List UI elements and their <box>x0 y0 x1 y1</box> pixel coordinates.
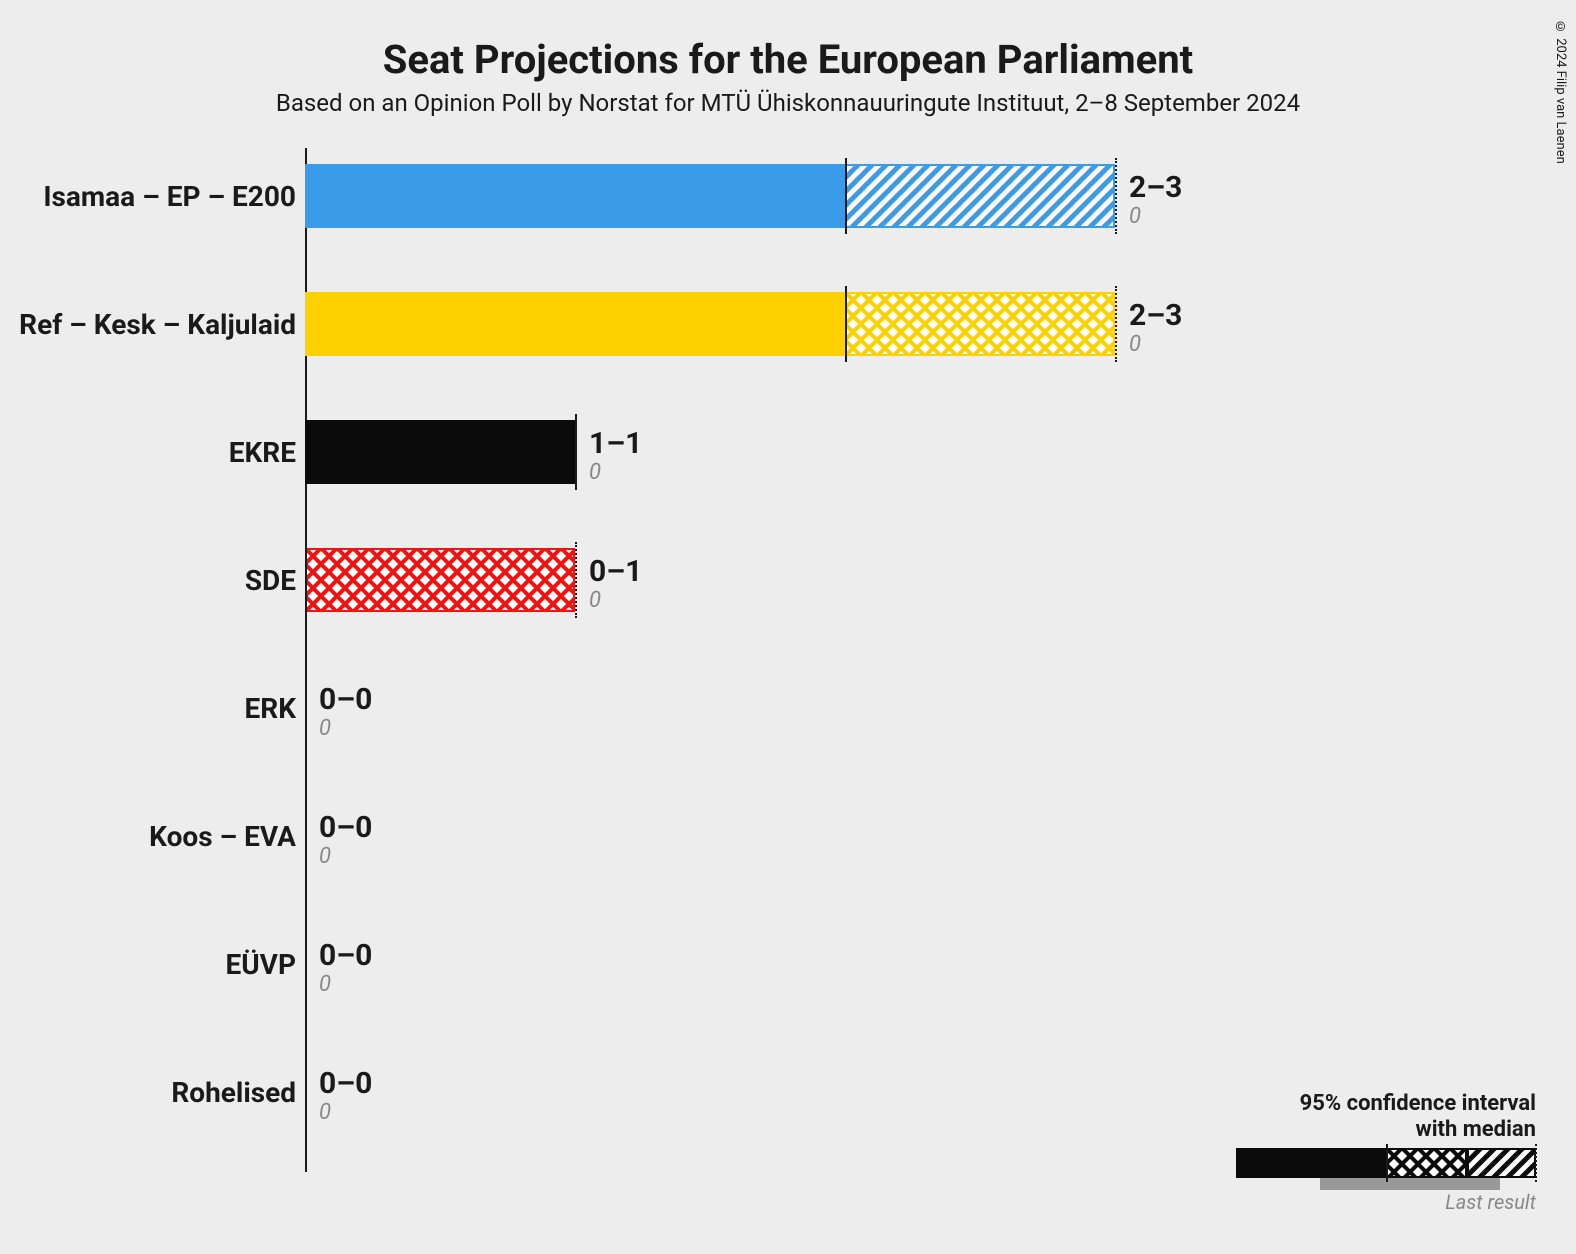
party-label: Koos – EVA <box>149 820 296 853</box>
bar-low-segment <box>305 292 845 356</box>
chart-subtitle: Based on an Opinion Poll by Norstat for … <box>0 89 1576 117</box>
legend-last-result-bar <box>1320 1178 1500 1190</box>
range-label: 2–3 <box>1129 298 1182 333</box>
median-tick <box>845 286 847 362</box>
chart-row: EÜVP 0–00 <box>0 918 1576 1038</box>
legend-title-line2: with median <box>1416 1117 1536 1142</box>
high-bound-tick <box>575 542 577 618</box>
legend: 95% confidence interval with median Last… <box>1216 1091 1536 1214</box>
chart-row: Koos – EVA 0–00 <box>0 790 1576 910</box>
party-label: Rohelised <box>171 1076 296 1109</box>
legend-cross-segment <box>1386 1148 1467 1178</box>
chart-row: SDE 0–10 <box>0 534 1576 654</box>
median-tick <box>305 542 307 618</box>
party-label: Isamaa – EP – E200 <box>43 180 296 213</box>
last-result-label: 0 <box>319 844 331 869</box>
legend-solid-segment <box>1236 1148 1386 1178</box>
bar-low-segment <box>305 164 845 228</box>
range-label: 0–0 <box>319 810 372 845</box>
legend-bar <box>1236 1148 1536 1188</box>
legend-high-tick <box>1535 1144 1537 1182</box>
party-label: ERK <box>245 692 297 725</box>
party-label: SDE <box>245 564 296 597</box>
chart-row: Ref – Kesk – Kaljulaid 2–30 <box>0 278 1576 398</box>
chart-row: Isamaa – EP – E200 2–30 <box>0 150 1576 270</box>
median-tick <box>845 158 847 234</box>
range-label: 0–0 <box>319 938 372 973</box>
legend-median-tick <box>1386 1144 1388 1182</box>
high-bound-tick <box>575 414 577 490</box>
chart-row: EKRE 1–10 <box>0 406 1576 526</box>
range-label: 0–0 <box>319 682 372 717</box>
legend-title: 95% confidence interval with median <box>1216 1091 1536 1142</box>
legend-diag-segment <box>1467 1148 1536 1178</box>
range-label: 0–0 <box>319 1066 372 1101</box>
last-result-label: 0 <box>589 460 601 485</box>
last-result-label: 0 <box>319 716 331 741</box>
party-label: EÜVP <box>225 948 296 981</box>
high-bound-tick <box>1115 158 1117 234</box>
party-label: Ref – Kesk – Kaljulaid <box>19 308 296 341</box>
bar-high-segment <box>845 292 1115 356</box>
last-result-label: 0 <box>319 1100 331 1125</box>
chart-row: ERK 0–00 <box>0 662 1576 782</box>
last-result-label: 0 <box>1129 204 1141 229</box>
range-label: 0–1 <box>589 554 642 589</box>
last-result-label: 0 <box>319 972 331 997</box>
bar-high-segment <box>845 164 1115 228</box>
bar-low-segment <box>305 420 575 484</box>
party-label: EKRE <box>229 436 296 469</box>
high-bound-tick <box>1115 286 1117 362</box>
range-label: 1–1 <box>589 426 642 461</box>
bar-high-segment <box>305 548 575 612</box>
legend-caption: Last result <box>1216 1190 1536 1214</box>
last-result-label: 0 <box>1129 332 1141 357</box>
last-result-label: 0 <box>589 588 601 613</box>
legend-title-line1: 95% confidence interval <box>1300 1091 1536 1116</box>
chart-plot-area: Isamaa – EP – E2002–30Ref – Kesk – Kalju… <box>0 140 1576 1200</box>
chart-title: Seat Projections for the European Parlia… <box>0 0 1576 83</box>
range-label: 2–3 <box>1129 170 1182 205</box>
